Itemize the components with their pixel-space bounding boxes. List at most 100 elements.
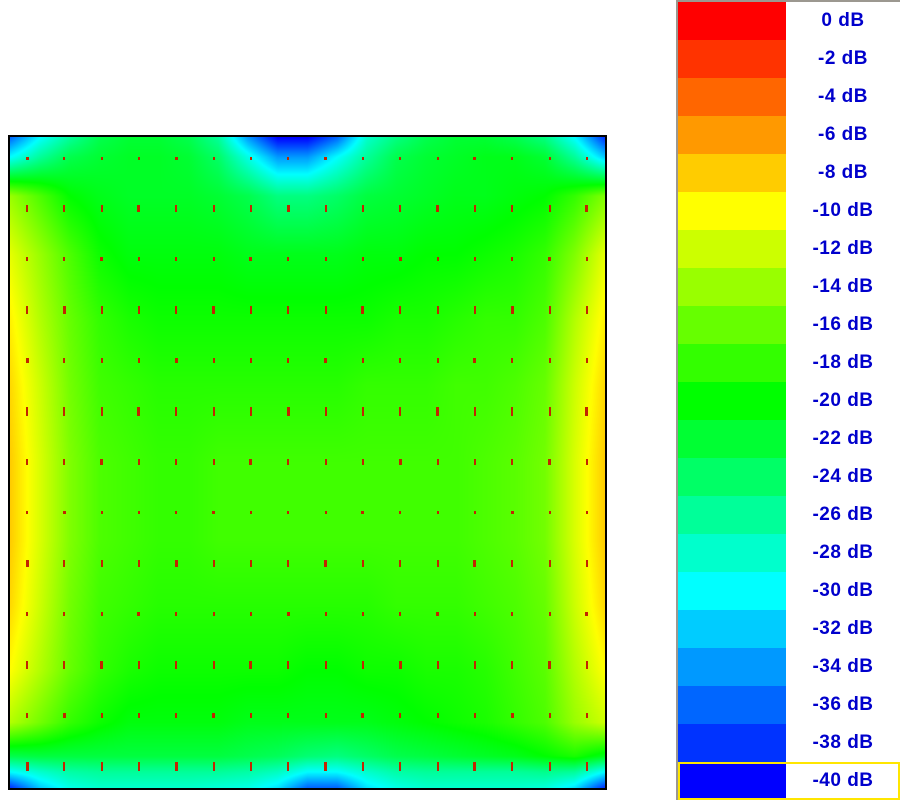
source-marker [511,156,514,160]
legend-color-swatch [678,306,786,344]
legend-row--32dB[interactable]: -32 dB [678,610,900,648]
source-marker [511,205,514,213]
source-marker [25,358,29,364]
heatmap-canvas [10,137,605,788]
legend-row--38dB[interactable]: -38 dB [678,724,900,762]
source-marker [511,459,514,466]
source-marker [436,306,439,314]
source-marker [175,511,178,515]
legend-row--10dB[interactable]: -10 dB [678,192,900,230]
source-marker [286,406,290,416]
source-marker [137,612,141,617]
source-marker [212,660,215,669]
legend-color-swatch [678,686,786,724]
source-marker [212,761,215,771]
source-marker [100,358,103,364]
source-marker [26,257,28,262]
source-marker [436,559,439,567]
legend-row--26dB[interactable]: -26 dB [678,496,900,534]
legend-row--34dB[interactable]: -34 dB [678,648,900,686]
source-marker [585,306,588,314]
source-marker [585,612,589,617]
legend-row--14dB[interactable]: -14 dB [678,268,900,306]
source-marker [361,511,365,515]
legend-row--24dB[interactable]: -24 dB [678,458,900,496]
legend-label: -24 dB [812,466,874,487]
legend-row--4dB[interactable]: -4 dB [678,78,900,116]
source-marker [510,712,514,718]
source-marker [100,612,103,617]
legend-row--16dB[interactable]: -16 dB [678,306,900,344]
source-marker [174,761,178,771]
legend-label: -32 dB [812,618,874,639]
source-marker [287,306,290,314]
source-marker [398,257,402,262]
source-marker [548,306,551,314]
source-marker [436,660,439,669]
source-marker [212,511,216,515]
source-marker [137,358,140,364]
source-marker [62,712,66,718]
source-marker [361,257,364,262]
source-marker [287,761,290,771]
legend-row--40dB[interactable]: -40 dB [678,762,900,800]
legend-row--18dB[interactable]: -18 dB [678,344,900,382]
source-marker [26,712,28,718]
source-marker [548,406,551,416]
source-marker [585,511,588,515]
source-marker [25,156,29,160]
source-marker [212,306,216,314]
legend-color-swatch [678,2,786,40]
source-marker [324,660,327,669]
source-marker [137,660,140,669]
legend-color-swatch [678,496,786,534]
source-marker [399,612,402,617]
legend-row--22dB[interactable]: -22 dB [678,420,900,458]
source-marker [62,306,66,314]
source-marker [585,459,588,466]
source-marker [473,205,476,213]
source-marker [249,205,252,213]
source-marker [137,205,141,213]
legend-color-swatch [678,154,786,192]
source-marker [399,306,402,314]
source-marker [399,559,402,567]
legend-row--30dB[interactable]: -30 dB [678,572,900,610]
legend-row-0dB[interactable]: 0 dB [678,2,900,40]
legend-row--8dB[interactable]: -8 dB [678,154,900,192]
source-marker [585,761,588,771]
legend-color-swatch [678,344,786,382]
legend-color-swatch [678,382,786,420]
legend-label: 0 dB [821,10,865,31]
source-marker [473,712,476,718]
source-marker [324,459,327,466]
legend-color-swatch [678,648,786,686]
legend-row--2dB[interactable]: -2 dB [678,40,900,78]
legend-label: -18 dB [812,352,874,373]
source-marker [436,205,440,213]
legend-label: -20 dB [812,390,874,411]
legend-row--20dB[interactable]: -20 dB [678,382,900,420]
source-marker [548,761,551,771]
source-marker [324,306,327,314]
legend-row--36dB[interactable]: -36 dB [678,686,900,724]
source-marker [287,511,290,515]
legend-color-swatch [678,230,786,268]
source-marker [473,761,477,771]
source-marker [26,660,28,669]
legend-row--28dB[interactable]: -28 dB [678,534,900,572]
legend-label: -4 dB [818,86,868,107]
legend-color-swatch [678,610,786,648]
legend-label: -38 dB [812,732,874,753]
legend-label: -36 dB [812,694,874,715]
source-marker [25,559,29,567]
source-marker [26,612,28,617]
source-marker [249,459,253,466]
source-marker [249,306,252,314]
legend-row--12dB[interactable]: -12 dB [678,230,900,268]
source-marker [249,612,252,617]
source-marker [137,712,140,718]
legend-row--6dB[interactable]: -6 dB [678,116,900,154]
source-marker [548,559,551,567]
